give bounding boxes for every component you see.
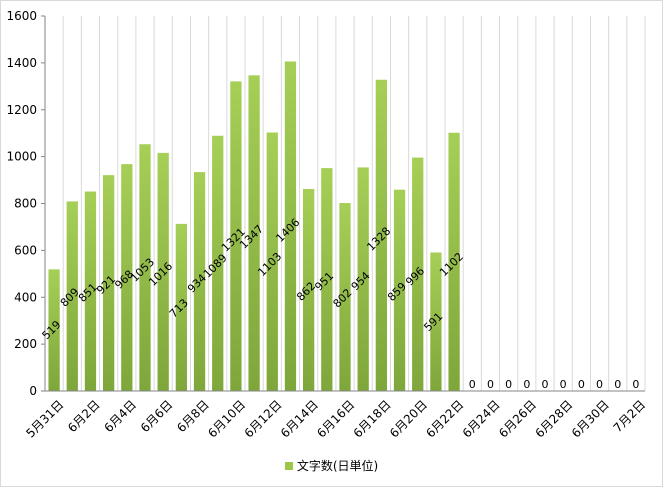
y-tick-label: 800 (14, 197, 37, 211)
axes (41, 15, 645, 392)
data-label: 0 (560, 378, 567, 391)
data-label: 0 (596, 378, 603, 391)
y-axis-tick-labels: 0 200 400 600 800 1000 1200 1400 1600 (6, 9, 37, 398)
data-label: 954 (349, 269, 373, 293)
bar (248, 75, 260, 391)
data-label: 519 (40, 318, 64, 342)
bar (139, 144, 151, 391)
bar (448, 132, 460, 391)
bar (284, 61, 297, 391)
x-tick-label: 6月24日 (460, 397, 503, 440)
data-label: 591 (421, 310, 445, 334)
bar (230, 81, 242, 391)
y-tick-label: 200 (14, 337, 37, 351)
bar (393, 189, 406, 391)
x-tick-label: 6月20日 (387, 397, 430, 440)
x-tick-label: 6月2日 (65, 397, 103, 435)
y-tick-label: 1600 (6, 9, 37, 23)
gridlines (44, 16, 646, 391)
data-label: 0 (542, 378, 549, 391)
y-tick-label: 400 (14, 290, 37, 304)
x-tick-label: 6月18日 (351, 397, 394, 440)
y-tick-label: 1400 (6, 56, 37, 70)
x-tick-label: 6月30日 (569, 397, 612, 440)
bar (375, 79, 387, 391)
y-tick-label: 1000 (6, 150, 37, 164)
data-label: 0 (505, 378, 512, 391)
data-label: 0 (632, 378, 639, 391)
bar (321, 168, 333, 391)
x-axis-tick-labels: 5月31日6月2日6月4日6月6日6月8日6月10日6月12日6月14日6月16… (23, 397, 648, 440)
bar (412, 157, 424, 391)
data-label: 996 (403, 264, 427, 288)
y-tick-label: 0 (29, 384, 37, 398)
x-tick-label: 6月26日 (496, 397, 539, 440)
data-label: 713 (167, 296, 191, 320)
data-label: 0 (614, 378, 621, 391)
bar (157, 152, 169, 391)
legend-swatch (284, 461, 293, 470)
bar (430, 252, 442, 391)
data-label: 0 (523, 378, 530, 391)
bar (121, 164, 133, 391)
bar (193, 172, 206, 391)
x-tick-label: 6月28日 (532, 397, 575, 440)
bar (303, 188, 315, 391)
bar (175, 223, 187, 391)
x-tick-label: 7月2日 (611, 397, 649, 435)
x-tick-label: 6月12日 (242, 397, 285, 440)
bars (48, 61, 460, 391)
bar (66, 201, 78, 391)
bar (84, 191, 97, 391)
bar (48, 269, 60, 391)
data-label: 0 (469, 378, 476, 391)
data-label: 0 (487, 378, 494, 391)
data-label: 859 (385, 280, 409, 304)
bar (212, 135, 224, 391)
x-tick-label: 6月6日 (138, 397, 176, 435)
data-label: 802 (331, 286, 355, 310)
bar (266, 132, 278, 391)
x-tick-label: 5月31日 (23, 397, 66, 440)
x-tick-label: 6月14日 (278, 397, 321, 440)
legend: 文字数(日単位) (1, 457, 662, 474)
bar (339, 203, 351, 391)
bar (103, 175, 115, 391)
bar (357, 167, 369, 391)
x-tick-label: 6月22日 (423, 397, 466, 440)
x-tick-label: 6月16日 (314, 397, 357, 440)
y-tick-label: 600 (14, 243, 37, 257)
x-tick-label: 6月4日 (101, 397, 139, 435)
y-tick-label: 1200 (6, 103, 37, 117)
x-tick-label: 6月10日 (205, 397, 248, 440)
legend-label: 文字数(日単位) (296, 459, 379, 473)
data-label: 0 (578, 378, 585, 391)
